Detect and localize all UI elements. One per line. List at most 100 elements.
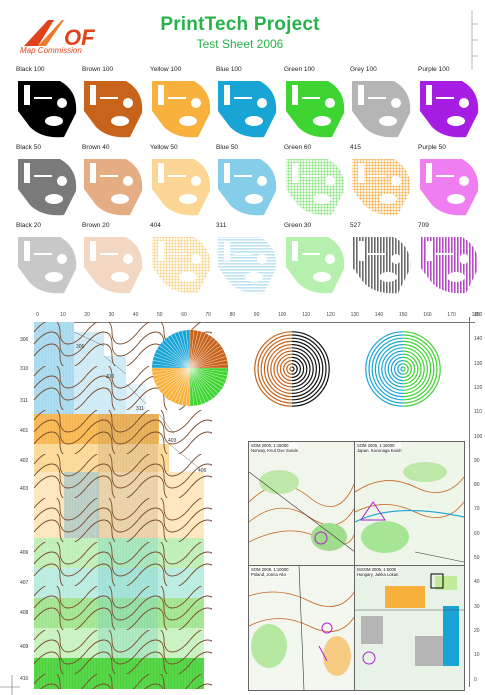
swatch-label: 709 xyxy=(418,222,429,229)
ruler-tick-label: 90 xyxy=(253,312,260,318)
ruler-tick-label: 40 xyxy=(132,312,139,318)
color-swatch-face xyxy=(286,159,345,216)
color-swatch-face xyxy=(420,81,479,138)
concentric-rings-blue-green xyxy=(365,331,441,407)
ruler-tick-label: 110 xyxy=(302,312,311,318)
swatch-label: Black 100 xyxy=(16,66,45,73)
staircase-row-label: 306 xyxy=(20,337,29,343)
map-graphic xyxy=(355,566,464,690)
color-swatch-face xyxy=(218,81,277,138)
color-swatch-face xyxy=(420,159,479,216)
ruler-tick-label: 140 xyxy=(474,336,483,343)
staircase-row-label: 409 xyxy=(20,644,29,650)
swatch-label: Green 60 xyxy=(284,144,312,151)
color-swatch-face xyxy=(84,159,143,216)
color-swatch-face xyxy=(352,81,411,138)
ruler-tick-label: 150 xyxy=(474,312,483,318)
color-wheel-circle xyxy=(152,330,228,406)
ruler-tick-label: 60 xyxy=(181,312,187,318)
staircase-row-label: 310 xyxy=(20,366,29,372)
staircase-step-label: 403 xyxy=(168,438,177,444)
ruler-tick-label: 80 xyxy=(229,312,236,318)
color-swatch-face xyxy=(420,237,479,294)
ruler-tick-label: 150 xyxy=(399,312,408,318)
map-panel-poland: SOM 2006, 1:10000 Poland, Jonna Alto xyxy=(248,565,356,691)
ruler-tick-label: 120 xyxy=(326,312,335,318)
map-panel-japan: SOM 2005, 1:15000 Japan, Kacunaga Kaioh xyxy=(354,441,465,567)
map-caption: SOM 2006, 1:10000 Poland, Jonna Alto xyxy=(251,567,289,577)
ruler-tick-label: 0 xyxy=(36,312,39,318)
ruler-tick-label: 130 xyxy=(350,312,359,318)
swatch-label: Green 100 xyxy=(284,66,315,73)
swatch-label: Purple 50 xyxy=(418,144,446,151)
staircase-row-label: 410 xyxy=(20,676,29,682)
color-swatch-face xyxy=(18,81,77,138)
crop-mark-bottom-left xyxy=(0,675,20,695)
ruler-tick-label: 130 xyxy=(474,360,483,367)
staircase-step-label: 406 xyxy=(198,468,207,474)
staircase-step-label: 306 xyxy=(76,344,85,350)
staircase-step-label: 311 xyxy=(136,406,144,412)
staircase-step-label: 310 xyxy=(106,374,115,380)
ruler-tick-label: 170 xyxy=(447,312,456,318)
ruler-tick-label: 50 xyxy=(474,555,480,561)
swatch-label: Brown 100 xyxy=(82,66,114,73)
color-swatch-face xyxy=(152,159,211,216)
staircase-row-label: 401 xyxy=(20,428,29,434)
color-swatch-face xyxy=(152,81,211,138)
ruler-tick-label: 120 xyxy=(474,384,483,391)
ruler-tick-label: 100 xyxy=(278,312,287,318)
map-graphic xyxy=(249,442,355,566)
staircase-row-label: 407 xyxy=(20,580,29,586)
map-caption: SOM 2005, 1:15000 Japan, Kacunaga Kaioh xyxy=(357,443,402,453)
page-subtitle: Test Sheet 2006 xyxy=(196,37,284,51)
ruler-tick-label: 140 xyxy=(374,312,384,318)
swatch-label: Green 30 xyxy=(284,222,312,229)
ruler-tick-label: 50 xyxy=(157,312,163,318)
staircase-row-label: 403 xyxy=(20,486,29,492)
ruler-tick-label: 30 xyxy=(108,312,115,318)
swatch-label: Yellow 100 xyxy=(150,66,182,73)
page-title: PrintTech Project xyxy=(160,14,320,35)
ruler-tick-label: 70 xyxy=(474,506,480,513)
staircase-row-label: 408 xyxy=(20,610,29,616)
ruler-tick-label: 40 xyxy=(474,579,480,586)
horizontal-ruler xyxy=(35,314,475,323)
svg-text:OF: OF xyxy=(64,25,95,50)
color-swatch-face xyxy=(286,81,345,138)
swatch-label: 311 xyxy=(216,222,227,229)
ruler-tick-label: 10 xyxy=(60,312,66,318)
ruler-tick-label: 0 xyxy=(474,676,477,683)
ruler-tick-label: 20 xyxy=(84,312,90,318)
swatch-label: Brown 40 xyxy=(82,144,110,151)
ruler-tick-label: 110 xyxy=(474,409,482,416)
map-caption: ISSOM 2005, 1:5000 Hungary, Jukka Lokan xyxy=(357,567,399,577)
swatch-label: Grey 100 xyxy=(350,66,377,73)
map-panel-hungary: ISSOM 2005, 1:5000 Hungary, Jukka Lokan xyxy=(354,565,465,691)
swatch-label: 415 xyxy=(350,144,361,151)
logo-subtitle: Map Commission xyxy=(20,46,82,55)
swatch-label: Yellow 50 xyxy=(150,144,178,151)
map-caption: SOM 2000, 1:15000 Norway, Knut Ove Sunde xyxy=(251,443,298,453)
swatch-label: Purple 100 xyxy=(418,66,450,73)
ruler-tick-label: 30 xyxy=(474,603,480,610)
swatch-label: 404 xyxy=(150,222,161,229)
ruler-tick-label: 90 xyxy=(474,457,480,464)
map-graphic xyxy=(355,442,464,566)
staircase-row-label: 402 xyxy=(20,458,29,464)
ruler-tick-label: 60 xyxy=(474,530,480,537)
color-swatch-face xyxy=(352,159,411,216)
ruler-tick-label: 10 xyxy=(474,652,480,659)
concentric-rings-brown-black xyxy=(254,331,330,407)
color-swatch-face xyxy=(218,237,277,294)
swatch-label: Blue 50 xyxy=(216,144,239,151)
edge-scale-marks xyxy=(471,10,478,70)
ruler-tick-label: 20 xyxy=(474,627,480,634)
color-swatch-face xyxy=(84,81,143,138)
color-swatch-face xyxy=(152,237,211,294)
color-swatch-face xyxy=(84,237,143,294)
color-swatch-face xyxy=(18,159,77,216)
ruler-tick-label: 180 xyxy=(471,312,480,318)
staircase-row-label: 406 xyxy=(20,550,29,556)
map-graphic xyxy=(249,566,355,690)
